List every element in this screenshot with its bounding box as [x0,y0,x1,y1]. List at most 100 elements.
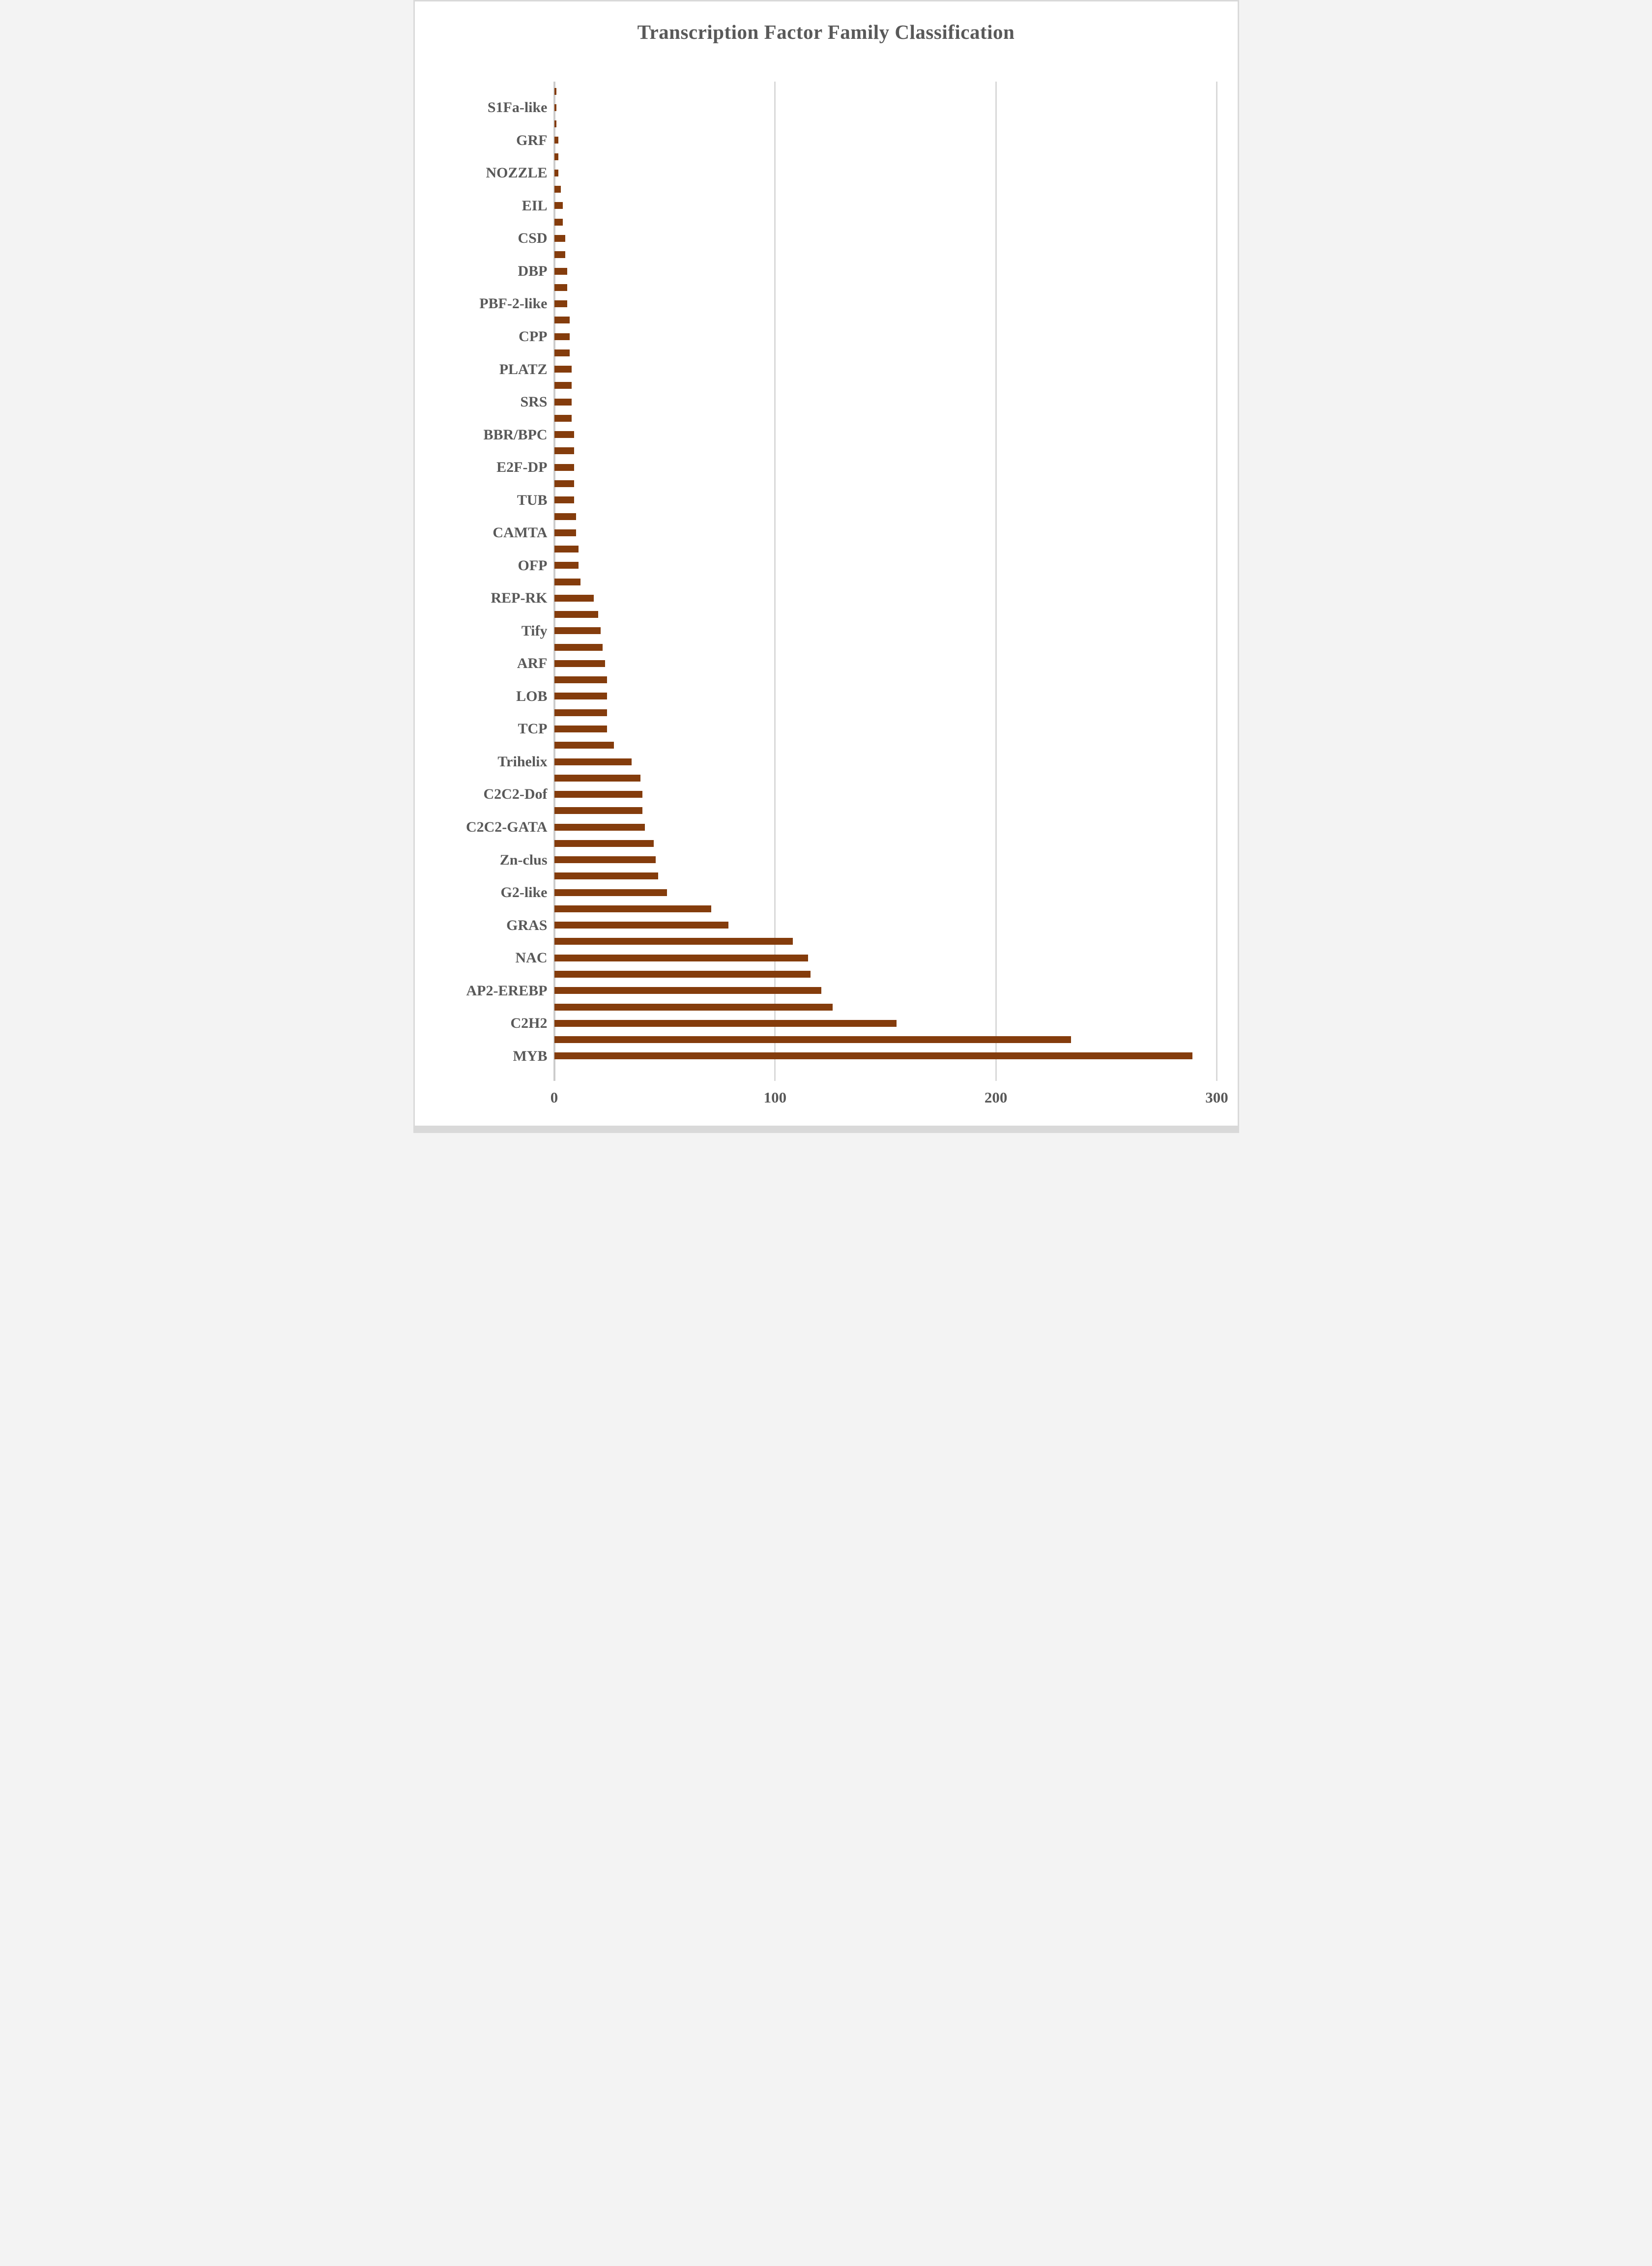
bar-row [554,607,1217,623]
bar-row [554,704,1217,721]
category-label-GRF: GRF [516,132,548,148]
bar-row [554,557,1217,574]
bar-unlabeled-row-11 [554,251,565,259]
bar-row [554,737,1217,754]
bar-row [554,475,1217,492]
bar-row [554,132,1217,148]
category-label-LOB: LOB [516,688,548,704]
category-label-C2C2-Dof: C2C2-Dof [483,786,548,803]
category-label-MYB: MYB [513,1047,548,1064]
category-label-Trihelix: Trihelix [497,753,548,770]
category-label-G2-like: G2-like [500,884,548,901]
bar-row [554,116,1217,132]
bar-unlabeled-row-7 [554,186,561,193]
category-label-AP2-EREBP: AP2-EREBP [466,982,548,999]
bar-unlabeled-row-39 [554,709,608,716]
category-label-SRS: SRS [520,394,548,410]
category-label-CPP: CPP [519,328,548,345]
category-label-PLATZ: PLATZ [499,361,548,378]
bar-MYB [554,1052,1193,1060]
category-label-C2C2-GATA: C2C2-GATA [465,819,548,835]
bar-unlabeled-row-15 [554,317,570,324]
bar-row [554,99,1217,116]
bar-unlabeled-row-23 [554,447,574,455]
bar-row [554,966,1217,982]
bar-row [554,378,1217,394]
bar-unlabeled-row-13 [554,284,568,291]
bar-row [554,541,1217,557]
x-tick-label-300: 300 [1205,1089,1228,1106]
gridline-200 [995,82,997,1081]
category-label-TCP: TCP [518,721,548,737]
bar-REP-RK [554,594,594,602]
category-label-Zn-clus: Zn-clus [499,851,548,868]
bar-row [554,165,1217,181]
bar-row [554,933,1217,950]
bar-row [554,410,1217,426]
category-label-S1Fa-like: S1Fa-like [487,99,548,116]
bar-row [554,770,1217,786]
bar-unlabeled-row-37 [554,676,608,684]
category-label-OFP: OFP [518,557,548,574]
bar-row [554,394,1217,410]
bar-row [554,328,1217,345]
category-label-NAC: NAC [515,950,548,966]
bar-row [554,148,1217,165]
bar-unlabeled-row-21 [554,414,572,422]
bar-row [554,295,1217,312]
bar-row [554,819,1217,835]
bar-row [554,639,1217,655]
category-label-GRAS: GRAS [506,917,548,933]
bar-row [554,247,1217,263]
bar-ARF [554,660,605,667]
bar-row [554,214,1217,230]
gridline-100 [774,82,776,1081]
bar-row [554,361,1217,378]
bar-row [554,524,1217,541]
category-label-CSD: CSD [518,230,548,247]
bar-unlabeled-row-41 [554,742,614,749]
bar-unlabeled-row-45 [554,807,643,814]
bar-unlabeled-row-57 [554,1003,833,1011]
bottom-border-strip [414,1126,1238,1132]
bar-row [554,868,1217,884]
x-tick-label-100: 100 [763,1089,787,1106]
bar-SRS [554,398,572,406]
bar-row [554,1015,1217,1031]
bar-unlabeled-row-33 [554,611,599,618]
bar-unlabeled-row-5 [554,153,559,160]
bar-row [554,590,1217,606]
bar-row [554,492,1217,508]
bar-row [554,672,1217,688]
bar-AP2-EREBP [554,987,822,994]
bar-TCP [554,726,608,733]
bar-Tify [554,627,601,635]
bar-unlabeled-row-59 [554,1036,1071,1044]
bar-unlabeled-row-55 [554,971,811,978]
x-tick-label-200: 200 [984,1089,1008,1106]
bar-unlabeled-row-31 [554,578,581,585]
bar-E2F-DP [554,464,574,471]
bar-row [554,623,1217,639]
chart-canvas: Transcription Factor Family Classificati… [413,0,1239,1133]
bar-row [554,459,1217,475]
bar-unlabeled-row-29 [554,546,579,553]
bar-row [554,279,1217,295]
bar-Trihelix [554,758,632,765]
bar-TUB [554,496,574,504]
bar-row [554,181,1217,198]
category-label-REP-RK: REP-RK [491,590,548,607]
bar-PBF-2-like [554,300,568,308]
bar-unlabeled-row-35 [554,643,603,651]
bar-unlabeled-row-9 [554,218,563,226]
bar-row [554,901,1217,917]
bar-row [554,508,1217,524]
bar-OFP [554,562,579,569]
bar-row [554,574,1217,590]
bar-GRF [554,137,559,144]
bar-row [554,999,1217,1015]
bar-CSD [554,235,565,242]
bar-C2H2 [554,1019,897,1027]
bar-row [554,721,1217,737]
category-label-ARF: ARF [517,655,548,672]
